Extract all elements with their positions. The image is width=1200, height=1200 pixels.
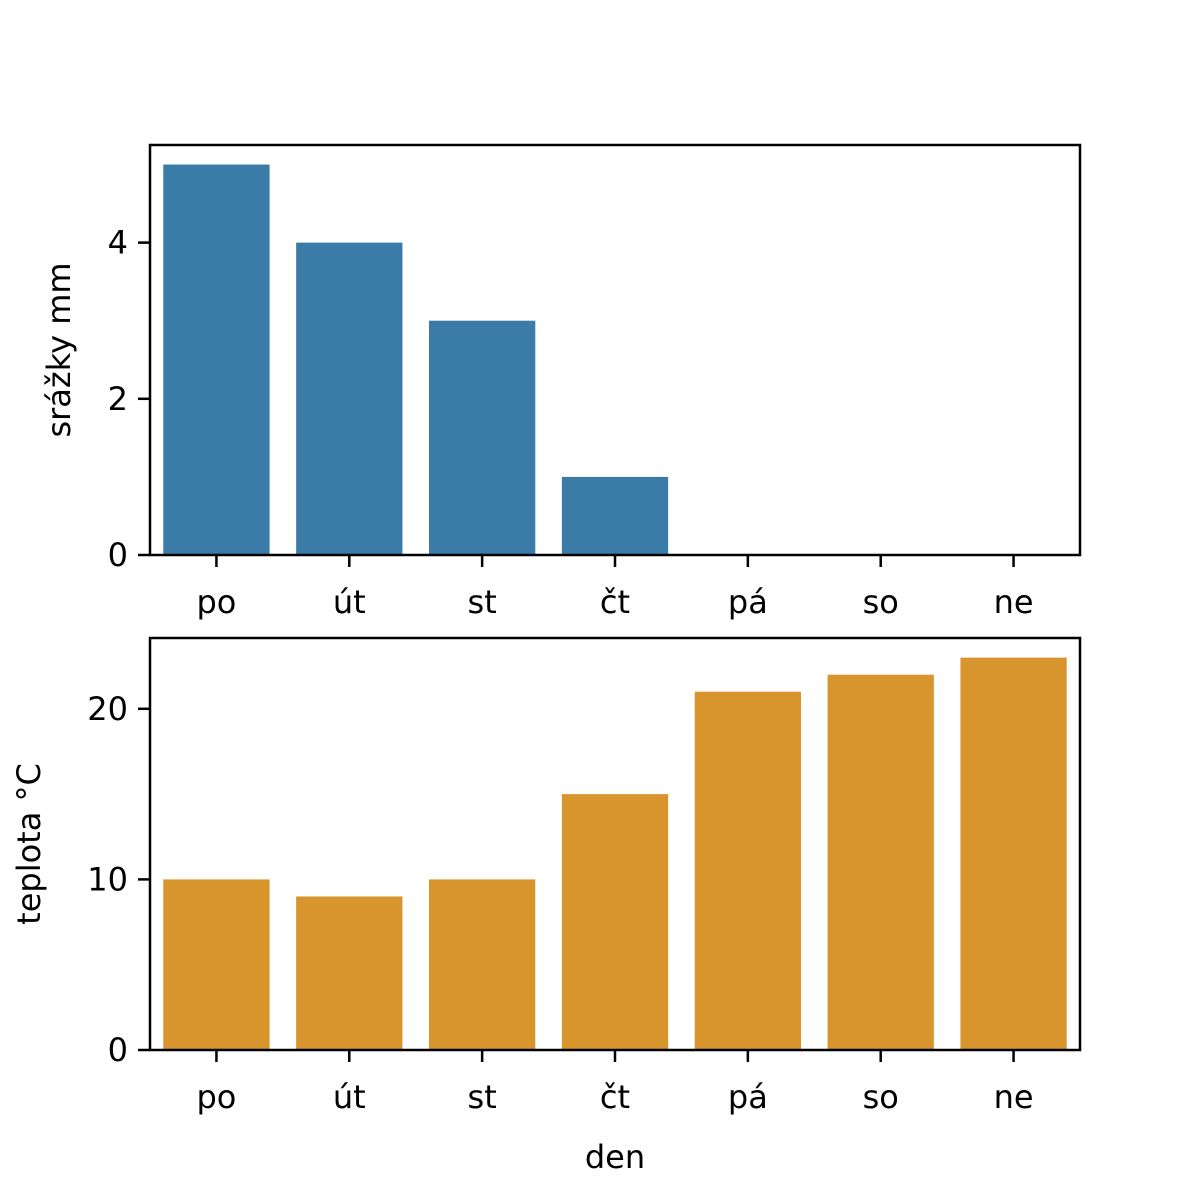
precipitation-y-tick-label-0: 0 (108, 536, 128, 574)
temperature-x-tick-label-6: ne (994, 1078, 1034, 1116)
temperature-bar-1 (296, 896, 403, 1050)
precipitation-x-tick-label-1: út (333, 583, 366, 621)
temperature-y-axis-label: teplota °C (10, 763, 48, 925)
precipitation-y-ticks: 0 2 4 (108, 224, 150, 574)
precipitation-x-tick-label-3: čt (600, 583, 630, 621)
temperature-bar-6 (960, 657, 1067, 1050)
precipitation-bar-2 (429, 320, 536, 555)
temperature-bar-3 (561, 794, 669, 1050)
temperature-y-tick-label-1: 10 (87, 860, 128, 898)
precipitation-x-tick-label-5: so (863, 583, 899, 621)
precipitation-bar-1 (296, 242, 403, 555)
temperature-y-ticks: 0 10 20 (87, 690, 150, 1069)
precipitation-plot-frame (148, 143, 1082, 557)
temperature-x-tick-label-4: pá (728, 1078, 768, 1116)
precipitation-x-tick-label-6: ne (994, 583, 1034, 621)
temperature-x-tick-label-2: st (468, 1078, 497, 1116)
temperature-bars (163, 657, 1067, 1050)
temperature-y-tick-label-0: 0 (108, 1031, 128, 1069)
precipitation-x-tick-label-2: st (468, 583, 497, 621)
temperature-plot-frame (148, 636, 1082, 1052)
precipitation-chart: 0 2 4 po út st čt pá so ne srážky mm (40, 143, 1082, 621)
precipitation-y-tick-label-1: 2 (108, 380, 128, 418)
temperature-x-tick-label-1: út (333, 1078, 366, 1116)
precipitation-x-ticks: po út st čt pá so ne (196, 555, 1034, 621)
temperature-x-tick-label-0: po (196, 1078, 236, 1116)
precipitation-y-tick-label-2: 4 (108, 224, 128, 262)
temperature-y-tick-label-2: 20 (87, 690, 128, 728)
temperature-x-axis-label: den (585, 1138, 645, 1176)
precipitation-x-tick-label-0: po (196, 583, 236, 621)
temperature-x-tick-label-5: so (863, 1078, 899, 1116)
precipitation-bars (163, 164, 669, 555)
precipitation-x-tick-label-4: pá (728, 583, 768, 621)
temperature-chart: 0 10 20 po út st čt pá so ne teplota °C den (10, 636, 1082, 1176)
precipitation-bar-3 (561, 476, 669, 555)
temperature-bar-2 (429, 879, 536, 1050)
temperature-bar-0 (163, 879, 270, 1050)
temperature-bar-5 (827, 674, 934, 1050)
temperature-bar-4 (694, 691, 801, 1050)
precipitation-bar-0 (163, 164, 270, 555)
temperature-x-ticks: po út st čt pá so ne (196, 1050, 1034, 1116)
temperature-x-tick-label-3: čt (600, 1078, 630, 1116)
precipitation-y-axis-label: srážky mm (40, 262, 78, 437)
